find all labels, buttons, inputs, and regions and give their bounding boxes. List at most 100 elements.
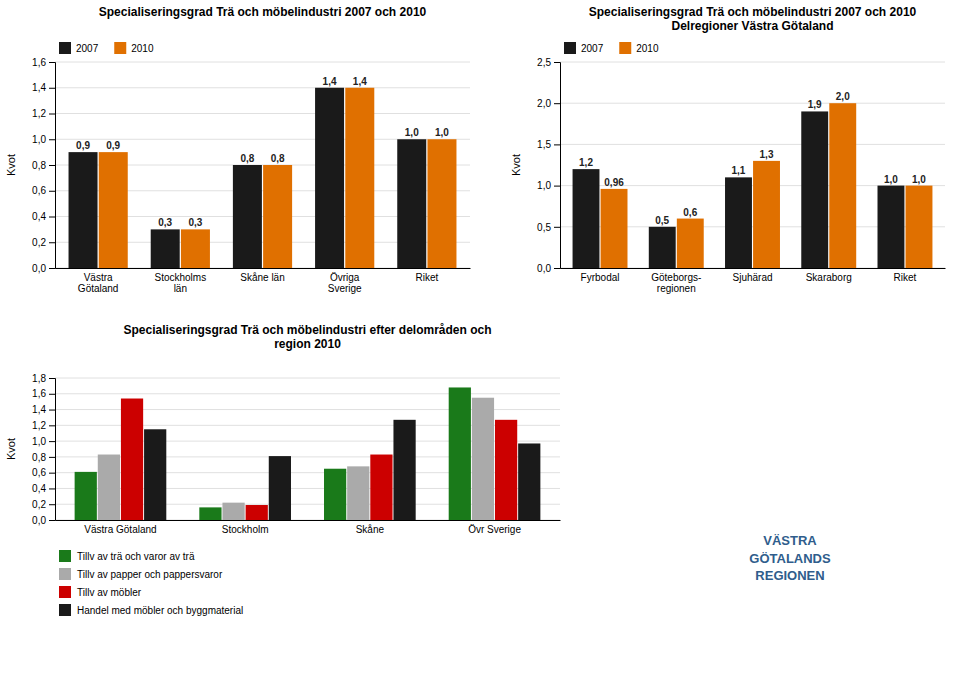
y-tick: 0,6: [32, 185, 55, 196]
data-label: 0,3: [188, 217, 202, 228]
legend-label: 2010: [131, 43, 154, 54]
bar: [246, 505, 268, 520]
tick-label: 0,5: [537, 222, 551, 233]
bar: [233, 165, 262, 268]
tick-label: Västra Götaland: [84, 524, 156, 535]
y-tick: 1,4: [32, 404, 55, 415]
tick-label: Riket: [415, 272, 438, 283]
tick-mark: [49, 191, 55, 192]
tick-mark: [49, 242, 55, 243]
y-tick: 0,0: [537, 263, 560, 274]
tick-label-line: Sjuhärad: [732, 272, 772, 283]
tick-label: 1,4: [32, 82, 46, 93]
tick-label-line: Fyrbodal: [581, 272, 620, 283]
y-tick: 1,8: [32, 373, 55, 384]
y-tick: 0,4: [32, 211, 55, 222]
axis-line: [561, 268, 946, 269]
bar: [393, 420, 415, 520]
bar: [518, 443, 540, 520]
bar: [472, 398, 494, 520]
bar: [427, 139, 456, 268]
axis-line: [56, 268, 471, 269]
legend-label: Handel med möbler och byggmaterial: [77, 605, 243, 616]
y-tick: 0,8: [32, 452, 55, 463]
title-line: Delregioner Västra Götaland: [671, 19, 833, 33]
tick-label: 1,0: [32, 134, 46, 145]
bar: [495, 420, 517, 520]
tick-mark: [49, 62, 55, 63]
data-label: 1,4: [353, 76, 367, 87]
x-tick: Sjuhärad: [732, 272, 772, 283]
grid-line: [55, 87, 470, 88]
data-label: 1,0: [884, 174, 898, 185]
grid: [55, 378, 560, 520]
tick-label: 1,0: [537, 180, 551, 191]
data-label: 1,0: [405, 127, 419, 138]
tick-label: 0,8: [32, 160, 46, 171]
tick-label-line: Västra Götaland: [84, 524, 156, 535]
bar: [269, 456, 291, 520]
tick-label-line: Västra: [84, 272, 113, 283]
y-tick: 0,2: [32, 237, 55, 248]
legend-label: 2007: [76, 43, 99, 54]
y-tick: 1,4: [32, 82, 55, 93]
tick-label-line: Sverige: [328, 283, 362, 294]
tick-mark: [49, 504, 55, 505]
bar: [151, 229, 180, 268]
data-label: 0,5: [655, 215, 669, 226]
y-tick: 1,6: [32, 57, 55, 68]
bar: [345, 88, 374, 268]
bar: [449, 387, 471, 520]
grid-line: [55, 393, 560, 394]
y-tick: 1,2: [32, 108, 55, 119]
x-axis: VästraGötalandStockholmslänSkåne länÖvri…: [56, 269, 471, 295]
tick-label: 2,5: [537, 57, 551, 68]
bar-series: [75, 387, 471, 520]
bar: [601, 189, 628, 268]
x-tick: ÖvrigaSverige: [328, 272, 362, 294]
tick-label: 1,4: [32, 404, 46, 415]
tick-mark: [49, 441, 55, 442]
bar: [649, 227, 676, 268]
tick-mark: [49, 473, 55, 474]
tick-label-line: Götaland: [78, 283, 119, 294]
bar: [878, 186, 905, 268]
data-label: 0,9: [106, 140, 120, 151]
legend: Tillv av trä och varor av träTillv av pa…: [59, 550, 243, 616]
tick-mark: [554, 103, 560, 104]
y-tick: 0,8: [32, 160, 55, 171]
tick-label: 0,2: [32, 499, 46, 510]
tick-label: Skaraborg: [806, 272, 852, 283]
legend-label: Tillv av möbler: [77, 587, 142, 598]
tick-label: 0,4: [32, 211, 46, 222]
grid-line: [560, 144, 945, 145]
tick-label: VästraGötaland: [78, 272, 119, 294]
data-label: 0,6: [683, 207, 697, 218]
tick-mark: [49, 520, 55, 521]
grid-line: [560, 103, 945, 104]
tick-mark: [554, 227, 560, 228]
bar-series: [98, 398, 494, 520]
tick-label: Riket: [894, 272, 917, 283]
y-tick: 0,6: [32, 467, 55, 478]
data-label: 0,9: [76, 140, 90, 151]
bar: [347, 466, 369, 520]
tick-label-line: Övr Sverige: [468, 524, 521, 535]
tick-mark: [49, 488, 55, 489]
y-axis: 0,00,20,40,60,81,01,21,41,61,8: [32, 373, 55, 526]
y-tick: 1,6: [32, 388, 55, 399]
data-label: 0,8: [240, 153, 254, 164]
title: Specialiseringsgrad Trä och möbelindustr…: [123, 323, 491, 351]
tick-label-line: Stockholms: [154, 272, 206, 283]
legend-swatch: [564, 42, 576, 54]
tick-label-line: Skåne län: [240, 272, 284, 283]
tick-label: 0,4: [32, 483, 46, 494]
chart: 1,20,51,11,91,00,960,61,32,01,00,00,51,0…: [510, 5, 946, 294]
legend-swatch: [59, 604, 71, 616]
y-tick: 1,0: [32, 436, 55, 447]
y-axis-label: Kvot: [5, 154, 17, 176]
tick-label-line: regionen: [657, 283, 696, 294]
axis-line: [554, 63, 561, 269]
legend-label: 2007: [581, 43, 604, 54]
x-tick: VästraGötaland: [78, 272, 119, 294]
